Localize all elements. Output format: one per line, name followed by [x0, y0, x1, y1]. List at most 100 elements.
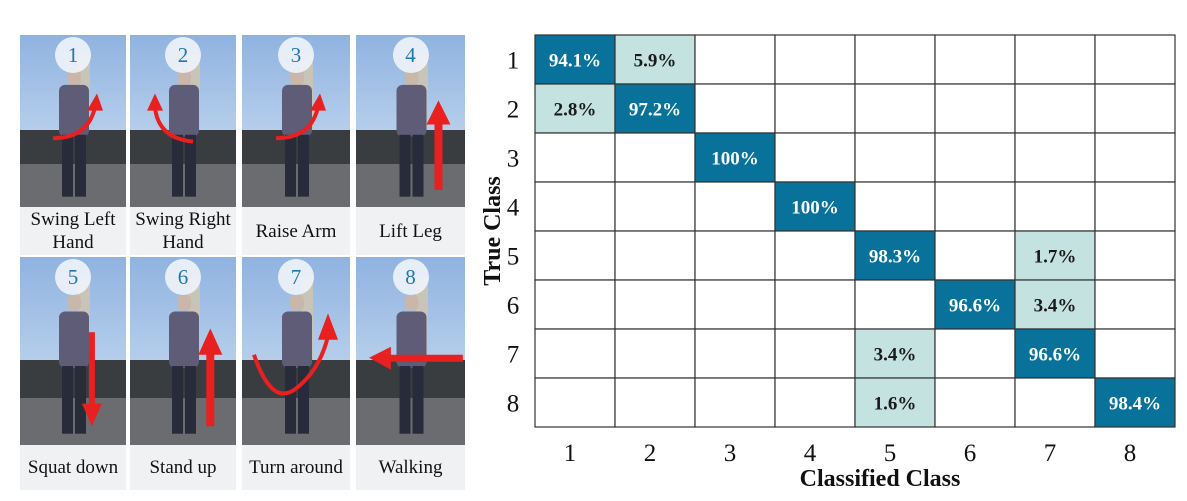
person-figure — [282, 294, 312, 434]
cell-7-3 — [694, 328, 776, 379]
cell-1-1 — [534, 34, 616, 85]
cell-4-4 — [774, 181, 856, 232]
cell-6-8 — [1094, 279, 1176, 330]
cell-5-5 — [854, 230, 936, 281]
cell-8-4 — [774, 377, 856, 428]
activity-number: 8 — [392, 259, 429, 295]
activity-number: 1 — [55, 37, 91, 73]
cell-value: 96.6% — [1029, 345, 1081, 366]
cell-1-5 — [854, 34, 936, 85]
motion-arrow-icon — [81, 332, 102, 427]
cell-6-4 — [774, 279, 856, 330]
activity-caption: Squat down — [27, 457, 119, 478]
cell-value: 96.6% — [949, 296, 1001, 317]
cell-8-2 — [614, 377, 696, 428]
cell-6-5 — [854, 279, 936, 330]
cell-value: 98.3% — [869, 247, 921, 268]
cell-1-2 — [614, 34, 696, 85]
cell-2-5 — [854, 83, 936, 134]
cell-1-8 — [1094, 34, 1176, 85]
activity-number: 4 — [392, 37, 429, 73]
activity-photo: 1 — [20, 35, 126, 207]
cell-2-6 — [934, 83, 1016, 134]
cell-4-5 — [854, 181, 936, 232]
activity-number: 5 — [55, 259, 91, 295]
cell-7-6 — [934, 328, 1016, 379]
cell-4-2 — [614, 181, 696, 232]
cell-value: 5.9% — [634, 51, 677, 72]
motion-arrow-icon — [369, 346, 463, 370]
activity-number: 3 — [278, 37, 314, 73]
activity-caption: Lift Leg — [379, 220, 442, 242]
cell-6-6 — [934, 279, 1016, 330]
cell-2-7 — [1014, 83, 1096, 134]
activity-photo: 7 — [242, 257, 350, 445]
motion-arrow-icon — [252, 313, 338, 396]
activity-caption: Swing Left Hand — [30, 209, 116, 253]
cell-value: 97.2% — [629, 100, 681, 121]
cell-value: 94.1% — [549, 51, 601, 72]
cell-1-6 — [934, 34, 1016, 85]
person-figure — [282, 69, 312, 197]
y-tick-label: 8 — [507, 391, 520, 418]
cell-value: 1.7% — [1034, 247, 1077, 268]
activity-caption: Raise Arm — [255, 220, 337, 242]
x-tick-label: 2 — [644, 440, 657, 467]
activity-caption: Swing Right Hand — [135, 209, 231, 253]
cell-6-7 — [1014, 279, 1096, 330]
y-tick-label: 4 — [507, 195, 520, 222]
motion-arrow-icon — [198, 328, 223, 427]
activity-photo: 4 — [356, 35, 465, 207]
y-tick-label: 5 — [507, 244, 520, 271]
cell-7-8 — [1094, 328, 1176, 379]
cell-value: 1.6% — [874, 394, 917, 415]
activity-number: 6 — [165, 259, 201, 295]
y-tick-label: 3 — [507, 146, 520, 173]
activity-caption: Turn around — [249, 457, 343, 478]
cell-value: 3.4% — [1034, 296, 1077, 317]
cell-1-4 — [774, 34, 856, 85]
cell-8-8 — [1094, 377, 1176, 428]
activity-panel-5: 5 Squat down — [20, 257, 126, 490]
cell-8-5 — [854, 377, 936, 428]
activity-panel-2: 2 Swing Right Hand — [130, 35, 236, 255]
motion-arrow-icon — [147, 93, 194, 144]
activity-panel-4: 4 Lift Leg — [356, 35, 465, 255]
cell-4-7 — [1014, 181, 1096, 232]
cell-3-3 — [694, 132, 776, 183]
person-figure — [169, 69, 199, 197]
cell-7-2 — [614, 328, 696, 379]
x-tick-label: 5 — [884, 440, 897, 467]
cell-4-1 — [534, 181, 616, 232]
cell-4-8 — [1094, 181, 1176, 232]
cell-3-2 — [614, 132, 696, 183]
y-tick-label: 7 — [507, 342, 520, 369]
person-figure — [59, 294, 89, 434]
x-tick-label: 7 — [1044, 440, 1057, 467]
cell-value: 100% — [711, 149, 759, 170]
activity-panel-6: 6 Stand up — [130, 257, 236, 490]
cell-5-3 — [694, 230, 776, 281]
x-tick-label: 3 — [724, 440, 737, 467]
person-figure — [396, 69, 427, 197]
cell-1-7 — [1014, 34, 1096, 85]
activity-number: 2 — [165, 37, 201, 73]
cell-3-7 — [1014, 132, 1096, 183]
cell-3-8 — [1094, 132, 1176, 183]
activity-number: 7 — [278, 259, 314, 295]
y-tick-label: 1 — [507, 48, 520, 75]
cell-3-4 — [774, 132, 856, 183]
activity-photo: 2 — [130, 35, 236, 207]
cell-2-3 — [694, 83, 776, 134]
cell-5-4 — [774, 230, 856, 281]
cell-8-7 — [1014, 377, 1096, 428]
cell-6-1 — [534, 279, 616, 330]
activity-photo: 8 — [356, 257, 465, 445]
cell-3-1 — [534, 132, 616, 183]
motion-arrow-icon — [52, 93, 103, 141]
cell-value: 98.4% — [1109, 394, 1161, 415]
cell-3-6 — [934, 132, 1016, 183]
cell-5-2 — [614, 230, 696, 281]
activity-photo: 5 — [20, 257, 126, 445]
